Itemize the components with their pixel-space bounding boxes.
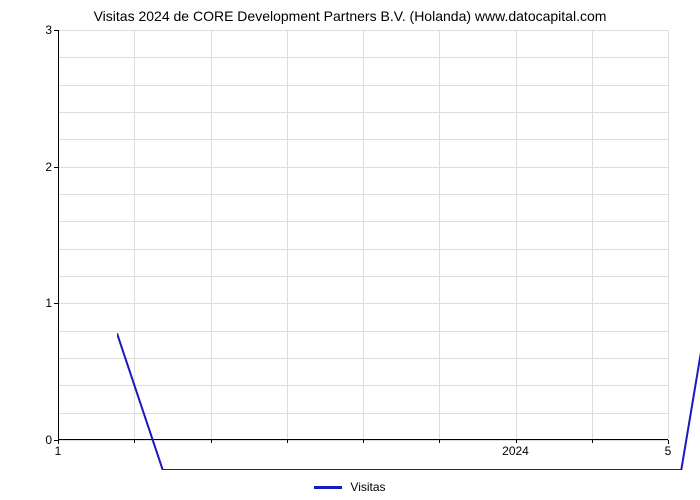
- x-secondary-label: 2024: [502, 444, 529, 458]
- x-tick-label: 5: [665, 444, 672, 458]
- x-tick-mark-minor: [439, 440, 440, 443]
- y-tick-mark: [54, 303, 58, 304]
- y-tick-mark: [54, 167, 58, 168]
- legend-swatch: [314, 486, 342, 489]
- x-tick-mark-minor: [287, 440, 288, 443]
- x-tick-label: 1: [55, 444, 62, 458]
- chart-title: Visitas 2024 de CORE Development Partner…: [0, 8, 700, 24]
- y-tick-label: 3: [45, 23, 52, 37]
- x-tick-mark: [668, 440, 669, 444]
- y-tick-mark: [54, 30, 58, 31]
- legend: Visitas: [0, 480, 700, 494]
- x-tick-mark: [58, 440, 59, 444]
- plot-area: [58, 30, 668, 440]
- grid-line-vertical: [668, 30, 669, 440]
- x-tick-mark-minor: [363, 440, 364, 443]
- y-tick-label: 0: [45, 433, 52, 447]
- x-tick-mark-minor: [592, 440, 593, 443]
- x-tick-mark-minor: [211, 440, 212, 443]
- x-tick-mark-minor: [134, 440, 135, 443]
- visits-line-chart: Visitas 2024 de CORE Development Partner…: [0, 0, 700, 500]
- series-line-visitas: [117, 60, 700, 470]
- y-tick-label: 2: [45, 160, 52, 174]
- legend-label: Visitas: [350, 480, 385, 494]
- x-tick-mark-minor: [516, 440, 517, 443]
- y-tick-label: 1: [45, 296, 52, 310]
